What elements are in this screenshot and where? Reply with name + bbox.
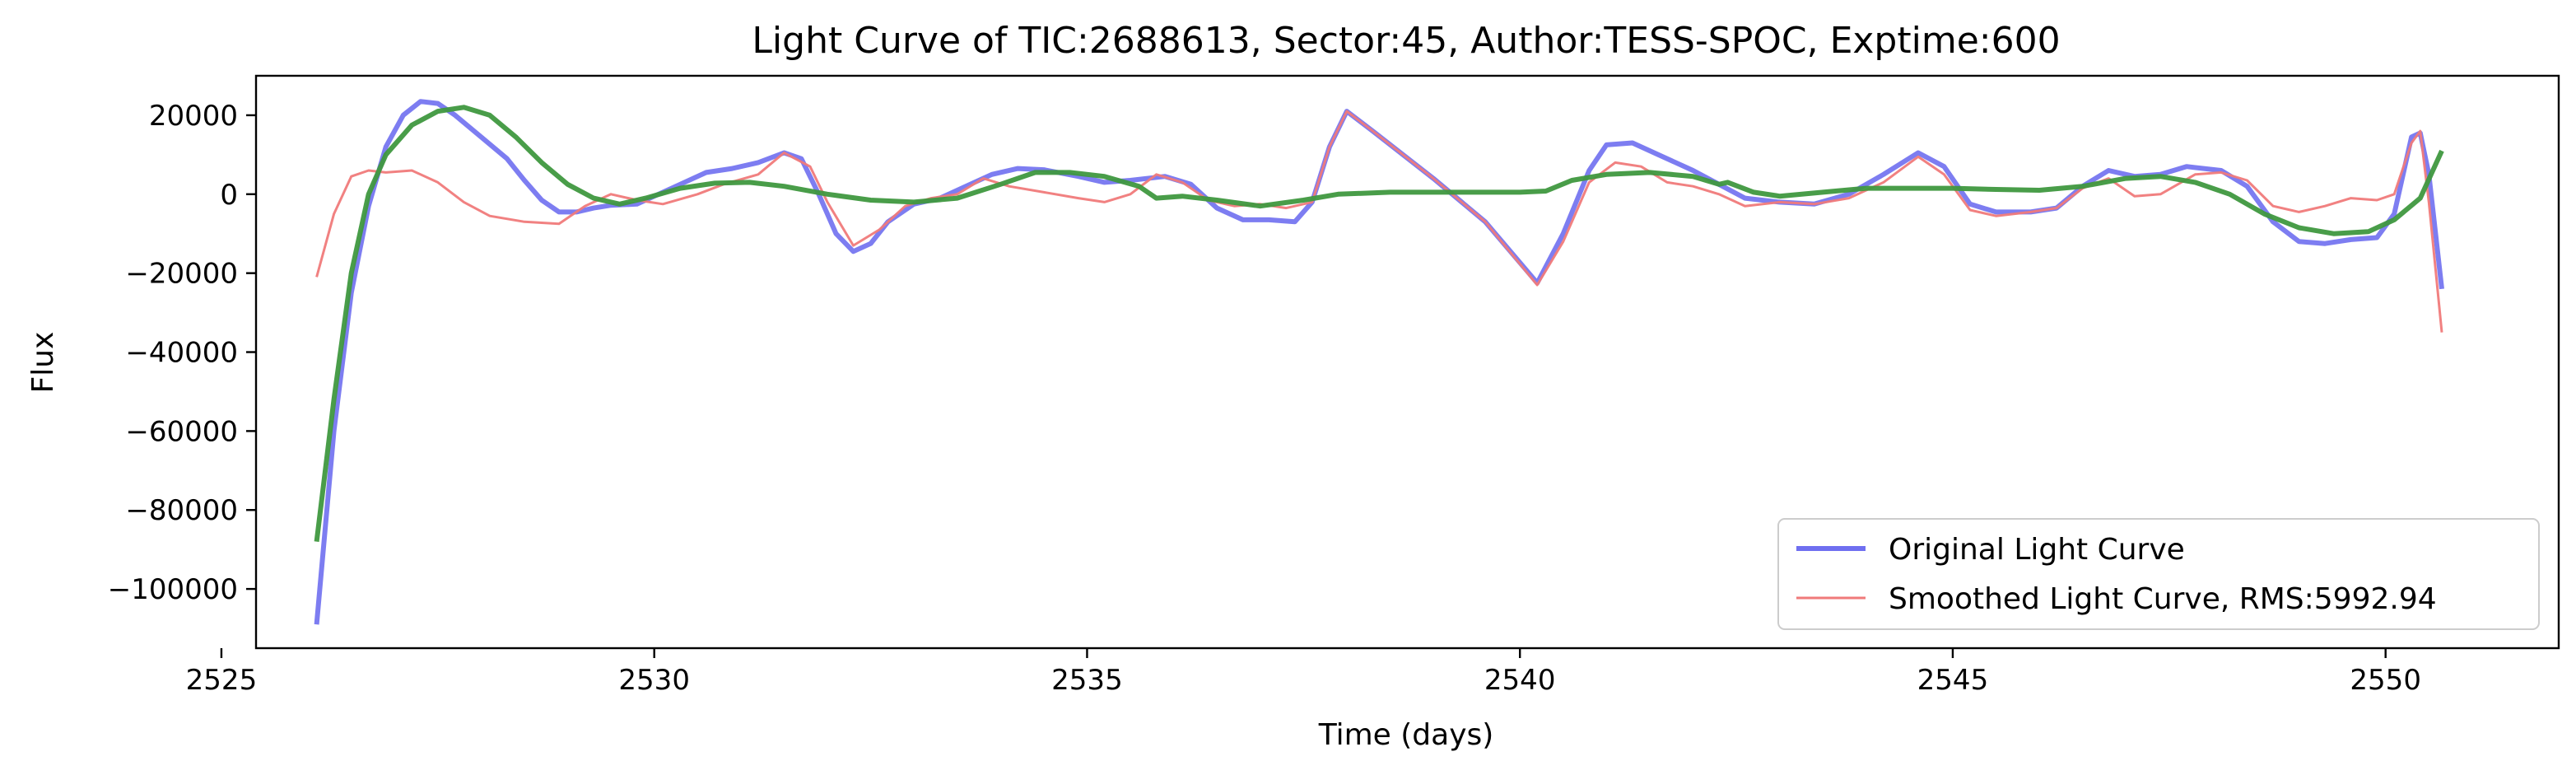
y-tick-label: 0 bbox=[220, 179, 238, 212]
x-axis-label: Time (days) bbox=[1318, 718, 1494, 752]
legend-box bbox=[1777, 518, 2540, 630]
x-tick-label: 2530 bbox=[618, 664, 690, 697]
x-tick-label: 2540 bbox=[1484, 664, 1556, 697]
series-fit-line bbox=[314, 105, 2444, 542]
plot-frame bbox=[254, 74, 2560, 650]
legend-label-smoothed: Smoothed Light Curve, RMS:5992.94 bbox=[1889, 582, 2437, 616]
y-tick-label: −40000 bbox=[125, 337, 238, 370]
x-axis: 2525 2530 2535 2540 2545 2550 bbox=[186, 648, 2421, 697]
y-axis: 20000 0 −20000 −40000 −60000 −80000 −100000 bbox=[108, 100, 256, 606]
y-tick-label: −100000 bbox=[108, 573, 238, 606]
x-tick-label: 2550 bbox=[2350, 664, 2421, 697]
y-tick-label: −20000 bbox=[125, 258, 238, 291]
y-tick-label: 20000 bbox=[149, 100, 238, 133]
y-tick-label: −80000 bbox=[125, 494, 238, 527]
series-layer bbox=[314, 99, 2444, 625]
series-original-line bbox=[314, 99, 2444, 625]
y-axis-label: Flux bbox=[26, 332, 60, 394]
chart-title: Light Curve of TIC:2688613, Sector:45, A… bbox=[752, 20, 2060, 62]
y-tick-label: −60000 bbox=[125, 415, 238, 448]
legend-label-original: Original Light Curve bbox=[1889, 533, 2185, 567]
x-tick-label: 2525 bbox=[186, 664, 258, 697]
legend: Original Light Curve Smoothed Light Curv… bbox=[1777, 518, 2540, 630]
x-tick-label: 2545 bbox=[1917, 664, 1989, 697]
x-tick-label: 2535 bbox=[1051, 664, 1123, 697]
